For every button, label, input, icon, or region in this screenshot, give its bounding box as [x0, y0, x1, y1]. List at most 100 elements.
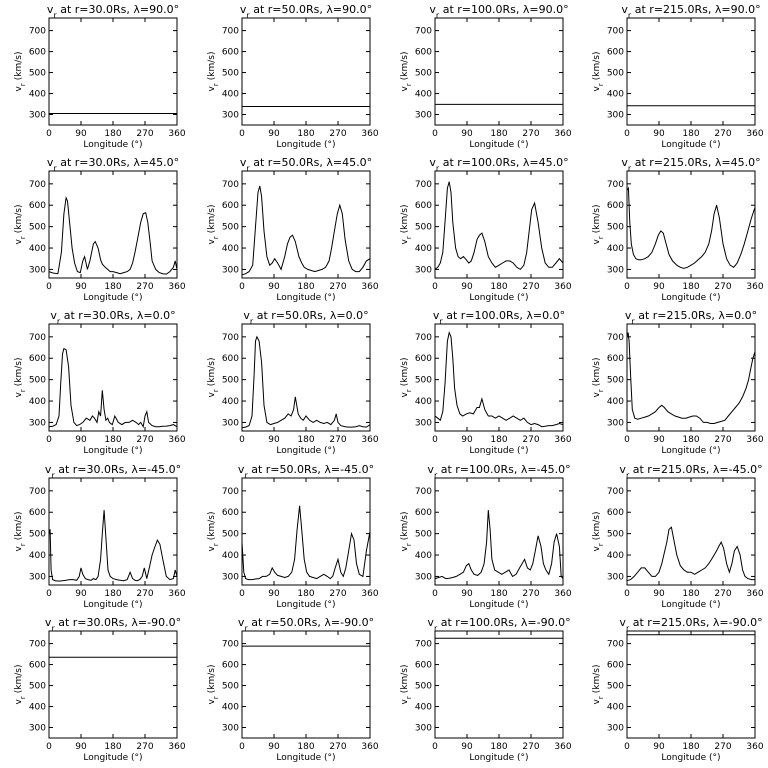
panel-title-var: v [433, 309, 440, 322]
x-axis-label: Longitude (°) [83, 446, 142, 456]
panel-title-rest: at r=50.0Rs, λ=90.0° [250, 3, 372, 16]
x-tick-label: 270 [136, 742, 153, 752]
y-axis-label: vr (km/s) [400, 52, 413, 92]
panel-title-rest: at r=50.0Rs, λ=0.0° [253, 309, 368, 322]
series-line [48, 195, 178, 275]
y-axis-label-var: v [14, 698, 24, 704]
y-tick-label: 400 [415, 703, 432, 713]
panel-title-var: v [47, 156, 54, 169]
panel-title-sub: r [626, 624, 630, 633]
panel-title: vr at r=50.0Rs, λ=-90.0° [238, 616, 374, 633]
chart-panel: vr at r=215.0Rs, λ=90.0°0 90 180 270 3603004… [592, 3, 764, 150]
x-tick-label: 90 [653, 129, 665, 139]
y-tick-label: 500 [29, 376, 46, 386]
x-tick-label: 270 [136, 589, 153, 599]
plot-frame [48, 630, 178, 739]
x-tick-label: 180 [297, 589, 314, 599]
panel-title-var: v [238, 463, 245, 476]
panel-title-rest: at r=50.0Rs, λ=-90.0° [248, 616, 374, 629]
y-tick-label: 600 [415, 661, 432, 671]
y-tick-label: 700 [607, 27, 624, 37]
panel-title-rest: at r=30.0Rs, λ=-90.0° [55, 616, 181, 629]
x-tick-label: 360 [746, 129, 763, 139]
x-tick-label: 90 [653, 282, 665, 292]
y-axis-label: vr (km/s) [400, 358, 413, 398]
panel-title-rest: at r=100.0Rs, λ=-90.0° [437, 616, 570, 629]
chart-panel: vr at r=50.0Rs, λ=0.0°0 90 180 270 360300400… [207, 309, 379, 456]
y-tick-label: 600 [29, 661, 46, 671]
x-tick-label: 360 [361, 435, 378, 445]
series-line [626, 186, 756, 269]
plot-frame [626, 323, 756, 432]
y-tick-label: 300 [607, 111, 624, 121]
y-axis-label-unit: (km/s) [400, 52, 410, 81]
x-tick-label: 90 [268, 435, 280, 445]
x-tick-label: 90 [461, 589, 473, 599]
x-tick-label: 270 [714, 742, 731, 752]
panel-title-rest: at r=50.0Rs, λ=-45.0° [248, 463, 374, 476]
x-axis-label: Longitude (°) [469, 600, 528, 610]
y-tick-label: 500 [415, 530, 432, 540]
y-tick-label: 600 [607, 661, 624, 671]
x-axis-label: Longitude (°) [469, 293, 528, 303]
y-tick-label: 600 [607, 354, 624, 364]
x-tick-label: 180 [490, 282, 507, 292]
panel-title: vr at r=30.0Rs, λ=90.0° [47, 3, 179, 20]
y-axis-label-var: v [400, 391, 410, 397]
x-axis-label: Longitude (°) [276, 753, 335, 763]
y-tick-label: 700 [29, 27, 46, 37]
x-tick-label: 360 [361, 282, 378, 292]
x-tick-label: 360 [746, 589, 763, 599]
y-tick-label: 400 [222, 551, 239, 561]
y-tick-label: 500 [415, 69, 432, 79]
series-line [434, 330, 564, 428]
panel-title: vr at r=50.0Rs, λ=90.0° [240, 3, 372, 20]
y-axis-label-unit: (km/s) [14, 512, 24, 541]
x-tick-label: 270 [329, 129, 346, 139]
y-tick-label: 400 [29, 90, 46, 100]
y-axis-label-var: v [14, 545, 24, 551]
x-axis-label: Longitude (°) [276, 140, 335, 150]
chart-panel: vr at r=215.0Rs, λ=0.0°0 90 180 270 36030040… [592, 309, 764, 456]
y-tick-label: 700 [415, 180, 432, 190]
y-tick-label: 400 [607, 244, 624, 254]
panel-title: vr at r=100.0Rs, λ=90.0° [429, 3, 568, 20]
x-axis-label: Longitude (°) [661, 140, 720, 150]
x-tick-label: 270 [522, 589, 539, 599]
x-tick-label: 180 [104, 435, 121, 445]
y-axis-label: vr (km/s) [207, 205, 220, 245]
y-axis-label: vr (km/s) [14, 52, 27, 92]
y-tick-label: 700 [29, 333, 46, 343]
y-tick-label: 400 [29, 397, 46, 407]
panel-title-sub: r [246, 164, 250, 173]
plot-frame [434, 477, 564, 586]
x-tick-label: 0 [46, 282, 52, 292]
y-axis-label: vr (km/s) [592, 512, 605, 552]
x-tick-label: 0 [46, 435, 52, 445]
panel-title-sub: r [51, 471, 55, 480]
x-axis-label: Longitude (°) [661, 600, 720, 610]
x-tick-label: 90 [75, 435, 87, 445]
y-axis-label-unit: (km/s) [207, 358, 217, 387]
x-tick-label: 0 [624, 742, 630, 752]
panel-title-rest: at r=215.0Rs, λ=-45.0° [629, 463, 762, 476]
x-tick-label: 180 [104, 129, 121, 139]
x-tick-label: 360 [746, 282, 763, 292]
y-tick-label: 400 [415, 244, 432, 254]
y-axis-label-sub: r [597, 696, 605, 699]
x-tick-label: 180 [104, 589, 121, 599]
x-axis-label: Longitude (°) [469, 140, 528, 150]
series-line [434, 181, 564, 271]
x-axis-label: Longitude (°) [469, 446, 528, 456]
x-tick-label: 90 [461, 742, 473, 752]
y-tick-label: 300 [29, 265, 46, 275]
y-axis-label-unit: (km/s) [592, 665, 602, 694]
x-tick-label: 90 [268, 282, 280, 292]
y-axis-label-sub: r [19, 83, 27, 86]
y-tick-label: 700 [222, 180, 239, 190]
y-tick-label: 600 [607, 48, 624, 58]
x-tick-label: 0 [432, 129, 438, 139]
panel-title-var: v [243, 309, 250, 322]
y-axis-label: vr (km/s) [400, 665, 413, 705]
